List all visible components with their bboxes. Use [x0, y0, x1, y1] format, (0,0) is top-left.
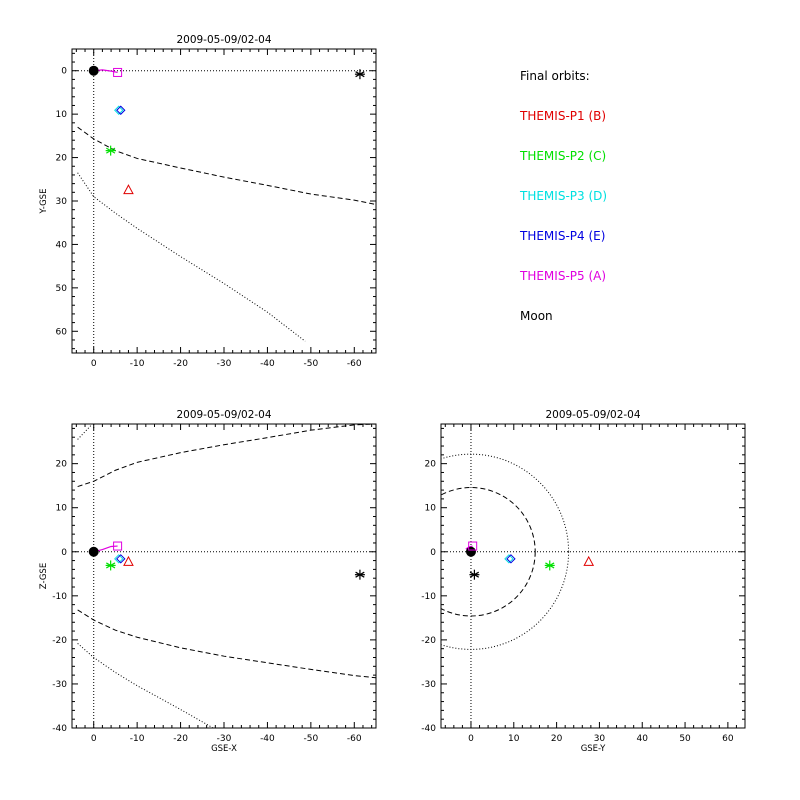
marker-themis-p2-c: [105, 145, 116, 156]
x-tick-label: 30: [594, 734, 606, 744]
y-tick-label: 60: [56, 327, 68, 337]
marker-themis-p2-c: [544, 560, 555, 571]
earth-marker: [88, 546, 99, 557]
marker-themis-p5-a: [113, 541, 123, 551]
plot-content: [441, 424, 745, 728]
bow-shock-boundary: [77, 643, 214, 728]
plot-content: [72, 424, 376, 728]
legend: Final orbits: THEMIS-P1 (B) THEMIS-P2 (C…: [519, 69, 607, 323]
panel-yz-plane: 2009-05-09/02-04 0 10 20 30 40 50 60 -40 -30 -20 -1…: [421, 409, 746, 754]
x-tick-label: 0: [91, 359, 97, 369]
y-tick-label: -10: [421, 592, 436, 602]
y-tick-label: 30: [56, 197, 68, 207]
y-tick-label: 40: [56, 240, 68, 250]
x-tick-label: -60: [347, 734, 362, 744]
marker-themis-p5-a: [113, 67, 123, 77]
y-axis-label: Y-GSE: [39, 189, 49, 215]
y-tick-label: -10: [52, 592, 67, 602]
x-tick-label: -30: [217, 734, 232, 744]
x-tick-label: 40: [637, 734, 649, 744]
y-tick-label: -40: [52, 724, 67, 734]
x-tick-label: -20: [173, 359, 188, 369]
bow-shock-boundary: [77, 424, 92, 440]
y-tick-label: -30: [52, 680, 67, 690]
legend-item-p1: THEMIS-P1 (B): [519, 109, 606, 123]
y-tick-label: 10: [56, 504, 68, 514]
x-tick-label: -40: [260, 359, 275, 369]
plot-content: [72, 49, 376, 353]
plot-title: 2009-05-09/02-04: [176, 409, 271, 421]
y-axis-label: Z-GSE: [39, 563, 49, 589]
y-tick-label: 20: [425, 460, 437, 470]
magnetopause-boundary: [77, 609, 376, 679]
earth-marker: [88, 65, 99, 76]
y-tick-label: 20: [56, 460, 68, 470]
marker-themis-p3-d: [114, 554, 124, 564]
x-tick-label: -40: [260, 734, 275, 744]
marker-themis-p5-a: [468, 541, 478, 551]
marker-moon: [354, 69, 365, 80]
plot-frame: [440, 423, 746, 729]
y-tick-label: -30: [421, 680, 436, 690]
legend-item-p4: THEMIS-P4 (E): [519, 229, 605, 243]
x-axis-label: GSE-Y: [581, 744, 606, 754]
y-tick-label: 20: [56, 154, 68, 164]
plot-title: 2009-05-09/02-04: [176, 34, 271, 46]
magnetopause-boundary: [77, 126, 376, 205]
y-tick-label: 0: [61, 548, 67, 558]
marker-themis-p4-e: [506, 554, 516, 564]
marker-themis-p4-e: [116, 554, 126, 564]
panel-xy-plane: 2009-05-09/02-04 0 -10 -20 -30 -40 -50 -60 0 10 20…: [39, 34, 377, 369]
y-tick-label: 10: [56, 110, 68, 120]
x-tick-label: 50: [679, 734, 691, 744]
x-tick-label: -60: [347, 359, 362, 369]
legend-item-p5: THEMIS-P5 (A): [519, 269, 606, 283]
marker-themis-p4-e: [116, 105, 126, 115]
y-tick-label: -20: [52, 636, 67, 646]
y-tick-label: 10: [425, 504, 437, 514]
x-tick-label: 0: [468, 734, 474, 744]
panel-xz-plane: 2009-05-09/02-04 0 -10 -20 -30 -40 -50 -60 -40 -3…: [39, 409, 377, 754]
legend-item-p3: THEMIS-P3 (D): [519, 189, 607, 203]
y-tick-label: 0: [61, 67, 67, 77]
x-tick-label: 60: [722, 734, 734, 744]
x-tick-label: -10: [130, 359, 145, 369]
y-tick-label: 0: [430, 548, 436, 558]
x-axis-label: GSE-X: [211, 744, 237, 754]
marker-themis-p1-b: [583, 555, 595, 566]
plot-title: 2009-05-09/02-04: [545, 409, 640, 421]
x-tick-label: 0: [91, 734, 97, 744]
marker-themis-p1-b: [123, 184, 134, 195]
marker-moon: [354, 569, 365, 580]
x-tick-label: -50: [304, 359, 319, 369]
legend-title: Final orbits:: [520, 69, 590, 83]
earth-marker: [465, 546, 476, 557]
marker-themis-p2-c: [105, 560, 116, 571]
x-tick-label: -50: [304, 734, 319, 744]
bow-shock-boundary: [77, 172, 306, 342]
x-tick-label: -10: [130, 734, 145, 744]
x-tick-label: -30: [217, 359, 232, 369]
magnetopause-boundary: [441, 487, 536, 617]
y-tick-label: 50: [56, 284, 68, 294]
x-tick-label: 10: [508, 734, 520, 744]
legend-item-moon: Moon: [520, 309, 553, 323]
y-tick-label: -40: [421, 724, 436, 734]
x-tick-label: -20: [173, 734, 188, 744]
plot-frame: [71, 48, 377, 354]
y-tick-label: -20: [421, 636, 436, 646]
bow-shock-boundary: [441, 453, 570, 650]
marker-themis-p3-d: [504, 554, 514, 564]
marker-themis-p1-b: [123, 555, 134, 566]
x-tick-label: 20: [551, 734, 563, 744]
marker-themis-p3-d: [114, 105, 124, 115]
marker-moon: [469, 569, 480, 580]
magnetopause-boundary: [77, 424, 376, 488]
legend-item-p2: THEMIS-P2 (C): [519, 149, 606, 163]
